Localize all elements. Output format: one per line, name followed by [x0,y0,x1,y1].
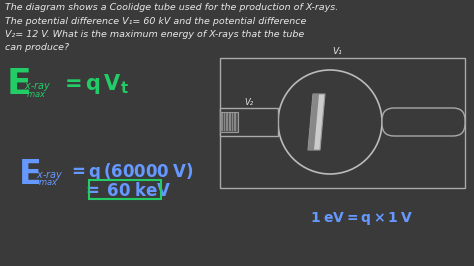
FancyBboxPatch shape [220,58,465,188]
Text: V₁: V₁ [332,47,342,56]
FancyBboxPatch shape [382,108,465,136]
Text: $\mathbf{= q\,(60000\;V)}$: $\mathbf{= q\,(60000\;V)}$ [68,161,194,183]
FancyBboxPatch shape [221,113,223,131]
Text: The potential difference V₁= 60 kV and the potential difference: The potential difference V₁= 60 kV and t… [5,16,306,26]
FancyBboxPatch shape [224,113,225,131]
Text: $\mathbf{E}$: $\mathbf{E}$ [6,67,30,101]
FancyBboxPatch shape [234,113,236,131]
Text: $\mathbf{E}$: $\mathbf{E}$ [18,158,40,191]
Text: V₂: V₂ [244,98,253,107]
Text: can produce?: can produce? [5,44,69,52]
Polygon shape [308,94,325,150]
Circle shape [278,70,382,174]
FancyBboxPatch shape [220,112,238,132]
Text: $\mathit{x\text{-}ray}$: $\mathit{x\text{-}ray}$ [24,80,51,93]
FancyBboxPatch shape [220,108,278,136]
Text: $\mathit{max}$: $\mathit{max}$ [26,90,46,99]
Text: V₂= 12 V. What is the maximum energy of X-rays that the tube: V₂= 12 V. What is the maximum energy of … [5,30,304,39]
Text: $\mathit{x\text{-}ray}$: $\mathit{x\text{-}ray}$ [36,169,64,182]
FancyBboxPatch shape [226,113,228,131]
Text: The diagram shows a Coolidge tube used for the production of X-rays.: The diagram shows a Coolidge tube used f… [5,3,338,12]
Text: $\mathbf{=\;60\;keV}$: $\mathbf{=\;60\;keV}$ [82,182,172,200]
Text: $\mathit{max}$: $\mathit{max}$ [38,178,58,187]
FancyBboxPatch shape [232,113,233,131]
Polygon shape [308,94,319,150]
Text: $\mathbf{1\;eV = q \times 1\;V}$: $\mathbf{1\;eV = q \times 1\;V}$ [310,210,414,227]
FancyBboxPatch shape [229,113,231,131]
Text: $\mathbf{= q\,V_t}$: $\mathbf{= q\,V_t}$ [60,72,129,96]
